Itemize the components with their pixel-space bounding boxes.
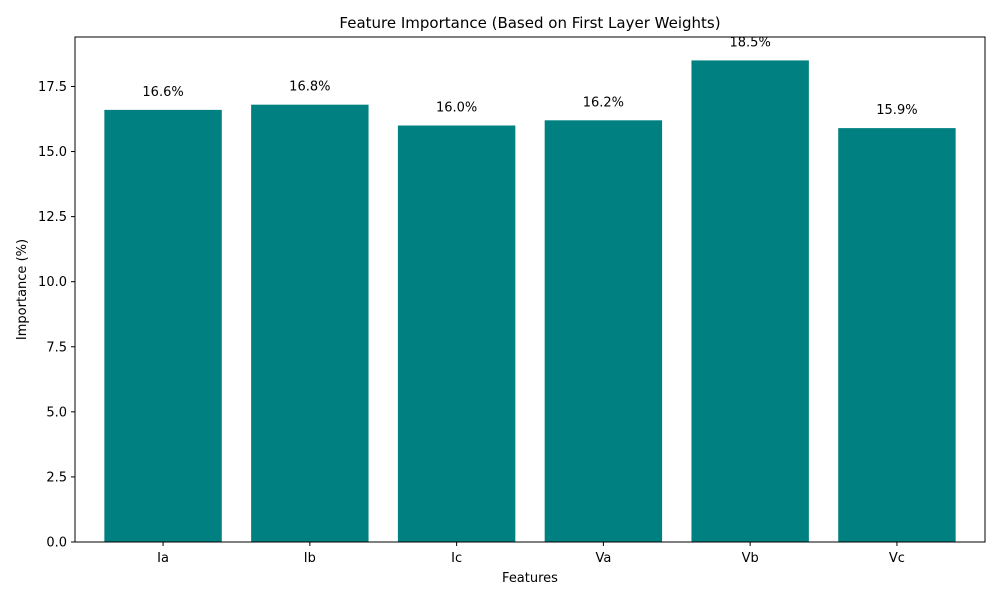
x-tick-label-vb: Vb: [742, 551, 759, 566]
x-axis-ticks: Ia Ib Ic Va Vb Vc: [157, 542, 905, 566]
data-label-va: 16.2%: [583, 95, 624, 110]
chart-title: Feature Importance (Based on First Layer…: [339, 14, 720, 32]
y-tick-label: 5.0: [46, 405, 67, 420]
bar-va: [544, 120, 663, 543]
x-axis-label: Features: [502, 571, 558, 586]
bars-group: [104, 60, 956, 543]
y-tick-label: 7.5: [46, 340, 67, 355]
x-tick-label-ia: Ia: [157, 551, 169, 566]
y-tick-label: 0.0: [46, 536, 67, 551]
data-label-ib: 16.8%: [289, 80, 330, 95]
y-tick-label: 15.0: [38, 145, 67, 160]
y-tick-label: 12.5: [38, 210, 67, 225]
x-tick-label-va: Va: [595, 551, 611, 566]
bar-vc: [838, 128, 956, 542]
data-label-vc: 15.9%: [876, 103, 917, 118]
bar-ia: [104, 109, 222, 542]
x-tick-label-vc: Vc: [889, 551, 905, 566]
y-tick-label: 10.0: [38, 275, 67, 290]
plot-frame: [74, 36, 986, 543]
y-tick-label: 2.5: [46, 470, 67, 485]
bar-vb: [691, 60, 809, 543]
data-label-ia: 16.6%: [142, 85, 183, 100]
y-axis-label: Importance (%): [15, 239, 30, 340]
x-tick-label-ib: Ib: [304, 551, 316, 566]
bar-ic: [397, 125, 516, 542]
y-axis-ticks: 0.0 2.5 5.0 7.5 10.0 12.5 15.0 17.5: [38, 80, 75, 551]
data-label-vb: 18.5%: [730, 35, 771, 50]
x-tick-label-ic: Ic: [451, 551, 462, 566]
y-tick-label: 17.5: [38, 80, 67, 95]
data-label-ic: 16.0%: [436, 101, 477, 116]
data-labels-group: 16.6% 16.8% 16.0% 16.2% 18.5% 15.9%: [142, 35, 917, 118]
bar-ib: [251, 104, 369, 542]
